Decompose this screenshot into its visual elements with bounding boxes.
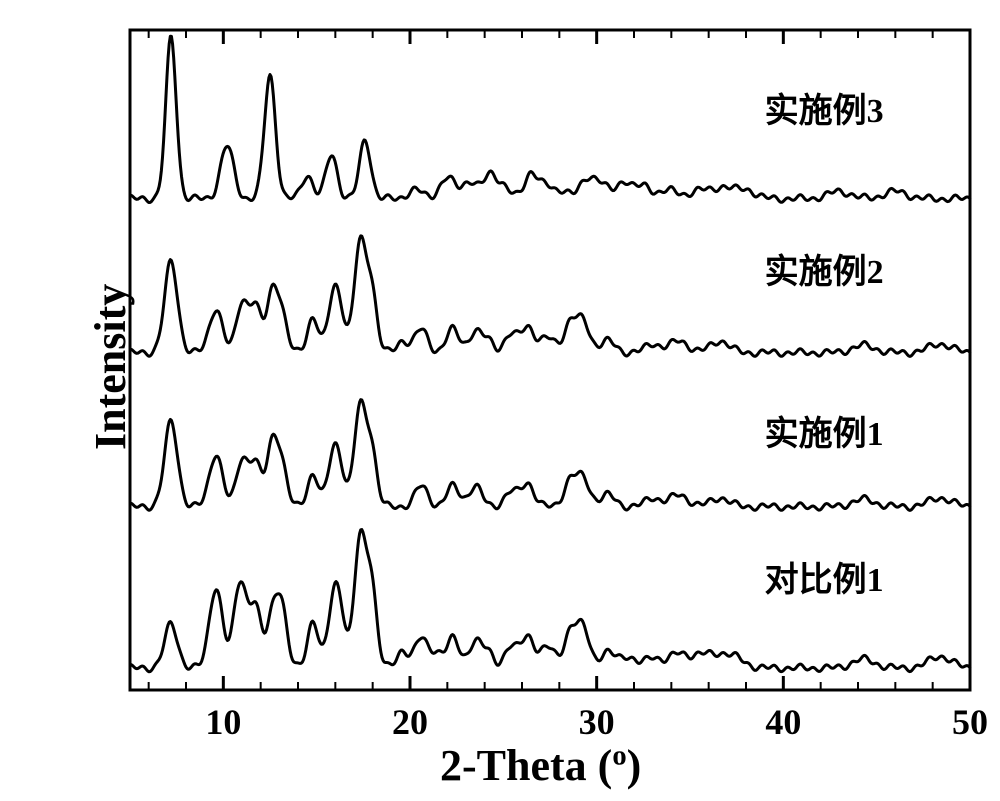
x-axis-label: 2-Theta (o) [440, 740, 641, 791]
x-tick-label: 10 [205, 702, 241, 742]
y-axis-label: Intensity [85, 284, 136, 450]
series-label-ex3: 实施例3 [765, 83, 884, 132]
series-label-ex1: 实施例1 [765, 406, 884, 455]
x-tick-label: 40 [765, 702, 801, 742]
xrd-chart: 10 20 30 40 50 Intensity 2-Theta (o) 对比例1 实施例… [0, 0, 1000, 801]
x-tick-label: 50 [952, 702, 988, 742]
x-tick-label: 30 [579, 702, 615, 742]
series-label-ex2: 实施例2 [765, 244, 884, 293]
series-label-comp1: 对比例1 [765, 552, 884, 601]
x-tick-label: 20 [392, 702, 428, 742]
